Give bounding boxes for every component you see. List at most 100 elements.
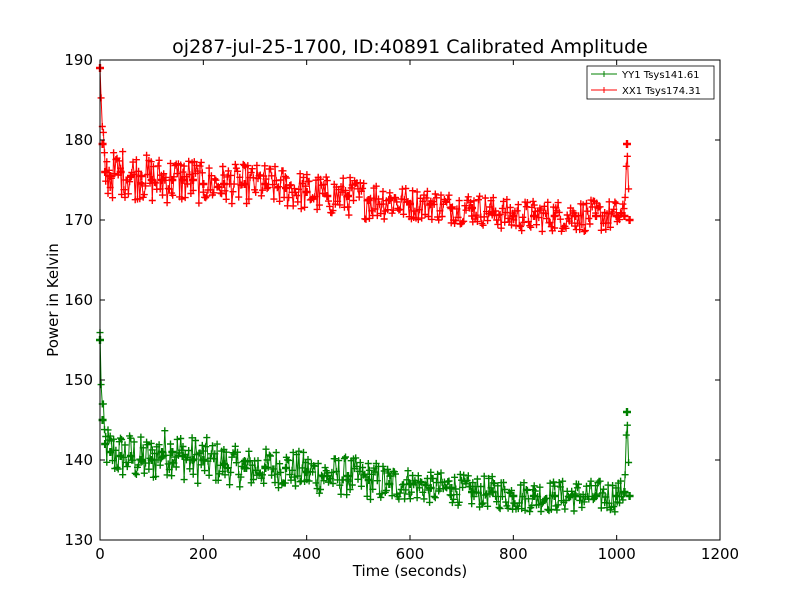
series-0-point-28 xyxy=(530,492,538,500)
series-line-0 xyxy=(99,332,630,512)
series-0-point-31 xyxy=(592,492,600,500)
series-0-point-29 xyxy=(550,492,559,500)
series-1-point-24 xyxy=(447,204,456,212)
series-0-point-6 xyxy=(137,456,146,464)
series-1-point-5 xyxy=(127,172,135,180)
series-1-point-32 xyxy=(612,212,621,220)
series-1-point-22 xyxy=(406,200,414,208)
x-axis-label: Time (seconds) xyxy=(352,562,468,580)
series-1-point-14 xyxy=(240,180,249,188)
series-0-point-2 xyxy=(101,440,110,448)
series-1-point-12 xyxy=(199,180,208,188)
chart-title: oj287-jul-25-1700, ID:40891 Calibrated A… xyxy=(172,36,648,58)
series-1-point-18 xyxy=(323,192,332,200)
series-0-point-26 xyxy=(488,488,497,496)
x-tick-label-3: 600 xyxy=(396,545,425,563)
series-1-point-19 xyxy=(344,192,352,200)
series-1-point-27 xyxy=(509,212,518,220)
series-layer xyxy=(96,64,634,516)
series-0-point-27 xyxy=(509,492,518,500)
series-0-point-10 xyxy=(178,452,187,460)
series-1-point-33 xyxy=(620,212,629,220)
series-1-point-2 xyxy=(101,168,110,176)
series-1-point-20 xyxy=(364,196,373,204)
series-1-point-13 xyxy=(220,180,228,188)
series-0-point-3 xyxy=(106,448,115,456)
series-0-point-17 xyxy=(302,468,311,476)
series-1-point-35 xyxy=(625,216,634,224)
series-0-point-20 xyxy=(364,476,373,484)
series-0-point-15 xyxy=(261,464,270,472)
x-axis: 0 200 400 600 800 1000 1200 xyxy=(95,60,739,563)
series-markers-0 xyxy=(96,329,633,516)
x-tick-label-6: 1200 xyxy=(701,545,739,563)
series-0-point-22 xyxy=(406,480,414,488)
series-1-point-6 xyxy=(137,172,146,180)
x-tick-label-2: 400 xyxy=(292,545,321,563)
x-tick-label-1: 200 xyxy=(189,545,218,563)
legend-marker-xx1 xyxy=(601,87,607,93)
series-1-point-17 xyxy=(302,188,311,196)
series-0-point-7 xyxy=(147,456,156,464)
series-0-point-18 xyxy=(323,472,332,480)
x-tick-label-4: 800 xyxy=(499,545,528,563)
series-1-point-8 xyxy=(158,176,166,184)
legend: YY1 Tsys141.61 XX1 Tsys174.31 xyxy=(586,65,715,100)
y-tick-label-1: 140 xyxy=(64,451,93,469)
x-tick-label-5: 1000 xyxy=(598,545,636,563)
legend-entry-xx1: XX1 Tsys174.31 xyxy=(591,86,701,97)
series-1-point-26 xyxy=(488,208,497,216)
series-0-point-34 xyxy=(623,408,631,416)
series-0-point-14 xyxy=(240,464,249,472)
series-0-point-33 xyxy=(620,488,629,496)
series-1-point-3 xyxy=(106,172,115,180)
series-1-point-10 xyxy=(178,176,187,184)
y-axis-label: Power in Kelvin xyxy=(44,243,62,357)
series-0-point-16 xyxy=(282,464,290,472)
series-0 xyxy=(96,329,634,516)
y-tick-label-3: 160 xyxy=(64,291,93,309)
series-1-point-21 xyxy=(385,196,394,204)
series-1-point-9 xyxy=(168,176,177,184)
series-1-point-4 xyxy=(116,168,125,176)
series-0-point-11 xyxy=(189,456,197,464)
legend-marker-yy1 xyxy=(601,71,607,77)
series-0-point-35 xyxy=(625,492,634,500)
series-1 xyxy=(96,64,634,235)
y-tick-label-5: 180 xyxy=(64,131,93,149)
series-1-point-30 xyxy=(571,212,580,220)
series-1-point-15 xyxy=(261,180,270,188)
series-0-point-24 xyxy=(447,484,456,492)
series-1-point-23 xyxy=(426,200,435,208)
series-0-point-30 xyxy=(571,492,580,500)
series-0-point-4 xyxy=(116,452,125,460)
y-tick-label-6: 190 xyxy=(64,51,93,69)
series-0-point-32 xyxy=(612,492,621,500)
series-0-point-23 xyxy=(426,484,435,492)
series-0-point-9 xyxy=(168,448,177,456)
legend-entry-yy1: YY1 Tsys141.61 xyxy=(591,70,700,81)
series-0-point-8 xyxy=(158,448,166,456)
series-1-point-34 xyxy=(623,140,631,148)
x-tick-label-0: 0 xyxy=(95,545,105,563)
series-0-point-13 xyxy=(220,460,228,468)
series-0-point-25 xyxy=(468,488,476,496)
series-line-1 xyxy=(99,67,630,233)
series-1-point-29 xyxy=(550,212,559,220)
series-1-point-28 xyxy=(530,212,538,220)
series-1-point-31 xyxy=(592,212,600,220)
series-0-point-19 xyxy=(344,472,352,480)
series-0-point-21 xyxy=(385,480,394,488)
series-0-point-12 xyxy=(199,456,208,464)
y-axis: 130 140 150 160 170 180 190 xyxy=(64,51,720,549)
series-1-point-11 xyxy=(189,176,197,184)
series-1-point-25 xyxy=(468,204,476,212)
y-tick-label-4: 170 xyxy=(64,211,93,229)
legend-label-xx1: XX1 Tsys174.31 xyxy=(622,86,701,97)
series-0-point-5 xyxy=(127,452,135,460)
y-tick-label-0: 130 xyxy=(64,531,93,549)
legend-box xyxy=(586,65,715,100)
legend-label-yy1: YY1 Tsys141.61 xyxy=(621,70,700,81)
series-1-point-16 xyxy=(282,184,290,192)
